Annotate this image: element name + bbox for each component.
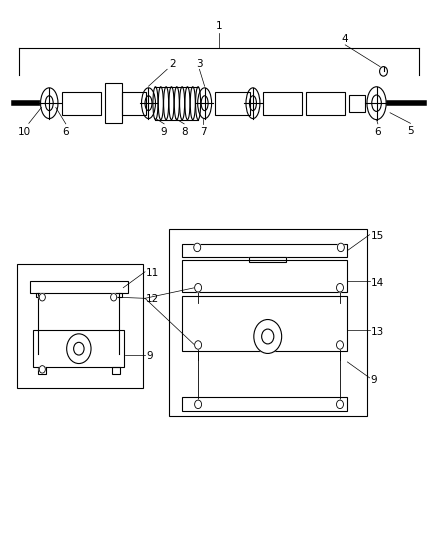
Text: 9: 9 — [371, 375, 377, 385]
Bar — [349, 95, 365, 112]
Text: 15: 15 — [371, 231, 384, 241]
Bar — [115, 293, 122, 297]
Bar — [182, 260, 347, 292]
Bar — [113, 367, 120, 374]
Bar — [306, 92, 345, 115]
Bar — [182, 398, 347, 411]
Circle shape — [194, 400, 201, 409]
Bar — [62, 92, 102, 115]
Bar — [169, 229, 367, 416]
Text: 1: 1 — [215, 21, 223, 31]
Bar — [250, 257, 286, 262]
Bar — [33, 330, 124, 367]
Circle shape — [336, 284, 343, 292]
Bar — [182, 296, 347, 351]
Bar — [17, 264, 143, 389]
Bar — [182, 244, 347, 257]
Circle shape — [194, 243, 201, 252]
Bar — [122, 92, 146, 115]
Bar — [36, 293, 44, 297]
Bar — [30, 281, 127, 293]
Text: 4: 4 — [342, 34, 349, 44]
Text: 13: 13 — [371, 327, 384, 337]
Text: 8: 8 — [181, 127, 187, 137]
Text: 5: 5 — [407, 126, 414, 136]
Text: 11: 11 — [146, 268, 159, 278]
Circle shape — [336, 400, 343, 409]
Circle shape — [254, 319, 282, 353]
Circle shape — [194, 284, 201, 292]
Circle shape — [39, 294, 46, 301]
Text: 9: 9 — [161, 127, 167, 137]
Text: 9: 9 — [146, 351, 152, 361]
Circle shape — [380, 67, 388, 76]
Bar — [39, 367, 46, 374]
Circle shape — [111, 294, 117, 301]
Bar — [306, 92, 345, 115]
Ellipse shape — [141, 88, 155, 118]
Bar — [182, 398, 347, 411]
Text: 10: 10 — [18, 127, 31, 137]
Bar — [182, 260, 347, 292]
Bar — [262, 92, 302, 115]
Ellipse shape — [198, 88, 212, 118]
Text: 6: 6 — [374, 127, 381, 137]
Bar — [215, 92, 250, 115]
Bar — [122, 92, 146, 115]
Circle shape — [67, 334, 91, 364]
Bar — [30, 281, 127, 293]
Ellipse shape — [246, 88, 260, 118]
Text: 14: 14 — [371, 278, 384, 288]
Circle shape — [336, 341, 343, 349]
Bar — [182, 244, 347, 257]
Circle shape — [194, 341, 201, 349]
Text: 6: 6 — [63, 127, 69, 137]
Bar — [105, 83, 121, 123]
Text: 7: 7 — [200, 127, 207, 137]
Text: 2: 2 — [169, 59, 176, 69]
Bar — [250, 257, 286, 262]
Ellipse shape — [41, 88, 58, 118]
Bar — [36, 293, 44, 297]
Bar — [62, 92, 102, 115]
Text: 12: 12 — [146, 294, 159, 304]
Ellipse shape — [367, 87, 386, 119]
Bar — [182, 296, 347, 351]
Bar — [113, 367, 120, 374]
Circle shape — [337, 243, 344, 252]
Bar — [105, 83, 121, 123]
Bar — [115, 293, 122, 297]
Bar — [33, 330, 124, 367]
Bar — [349, 95, 365, 112]
Bar — [262, 92, 302, 115]
Bar — [39, 367, 46, 374]
Text: 3: 3 — [196, 59, 203, 69]
Bar — [215, 92, 250, 115]
Circle shape — [39, 366, 46, 373]
